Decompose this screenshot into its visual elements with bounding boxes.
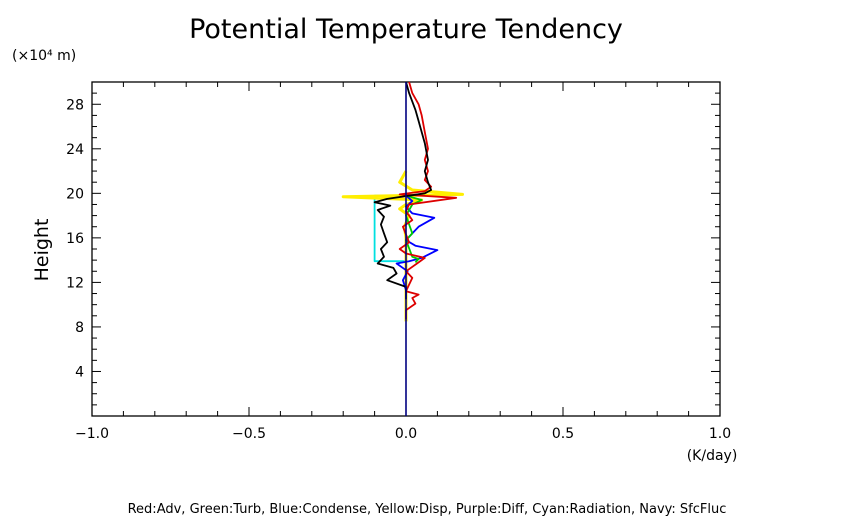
x-units-label: (K/day) [687,448,738,464]
x-tick-label: 1.0 [709,426,731,442]
legend-caption: Red:Adv, Green:Turb, Blue:Condense, Yell… [128,502,727,517]
chart-title: Potential Temperature Tendency [189,14,623,45]
y-units-label: (×10⁴ m) [12,48,76,64]
x-tick-label: 0.5 [552,426,574,442]
series-line-total [373,81,433,300]
x-tick-label: −1.0 [75,426,109,442]
y-tick-label: 16 [66,231,84,247]
y-tick-label: 8 [75,320,84,336]
y-tick-label: 24 [66,142,84,158]
y-axis-label: Height [31,219,53,282]
y-tick-label: 20 [66,186,84,202]
y-tick-label: 4 [75,364,84,380]
y-tick-label: 28 [66,97,84,113]
x-tick-label: 0.0 [395,426,417,442]
x-tick-label: −0.5 [232,426,266,442]
y-tick-label: 12 [66,275,84,291]
series-line-turb [405,194,423,264]
plot-area: −1.0 −0.5 0.0 0.5 1.0 4 8 12 16 20 24 28 [66,81,731,442]
series-line-disp [341,170,464,322]
